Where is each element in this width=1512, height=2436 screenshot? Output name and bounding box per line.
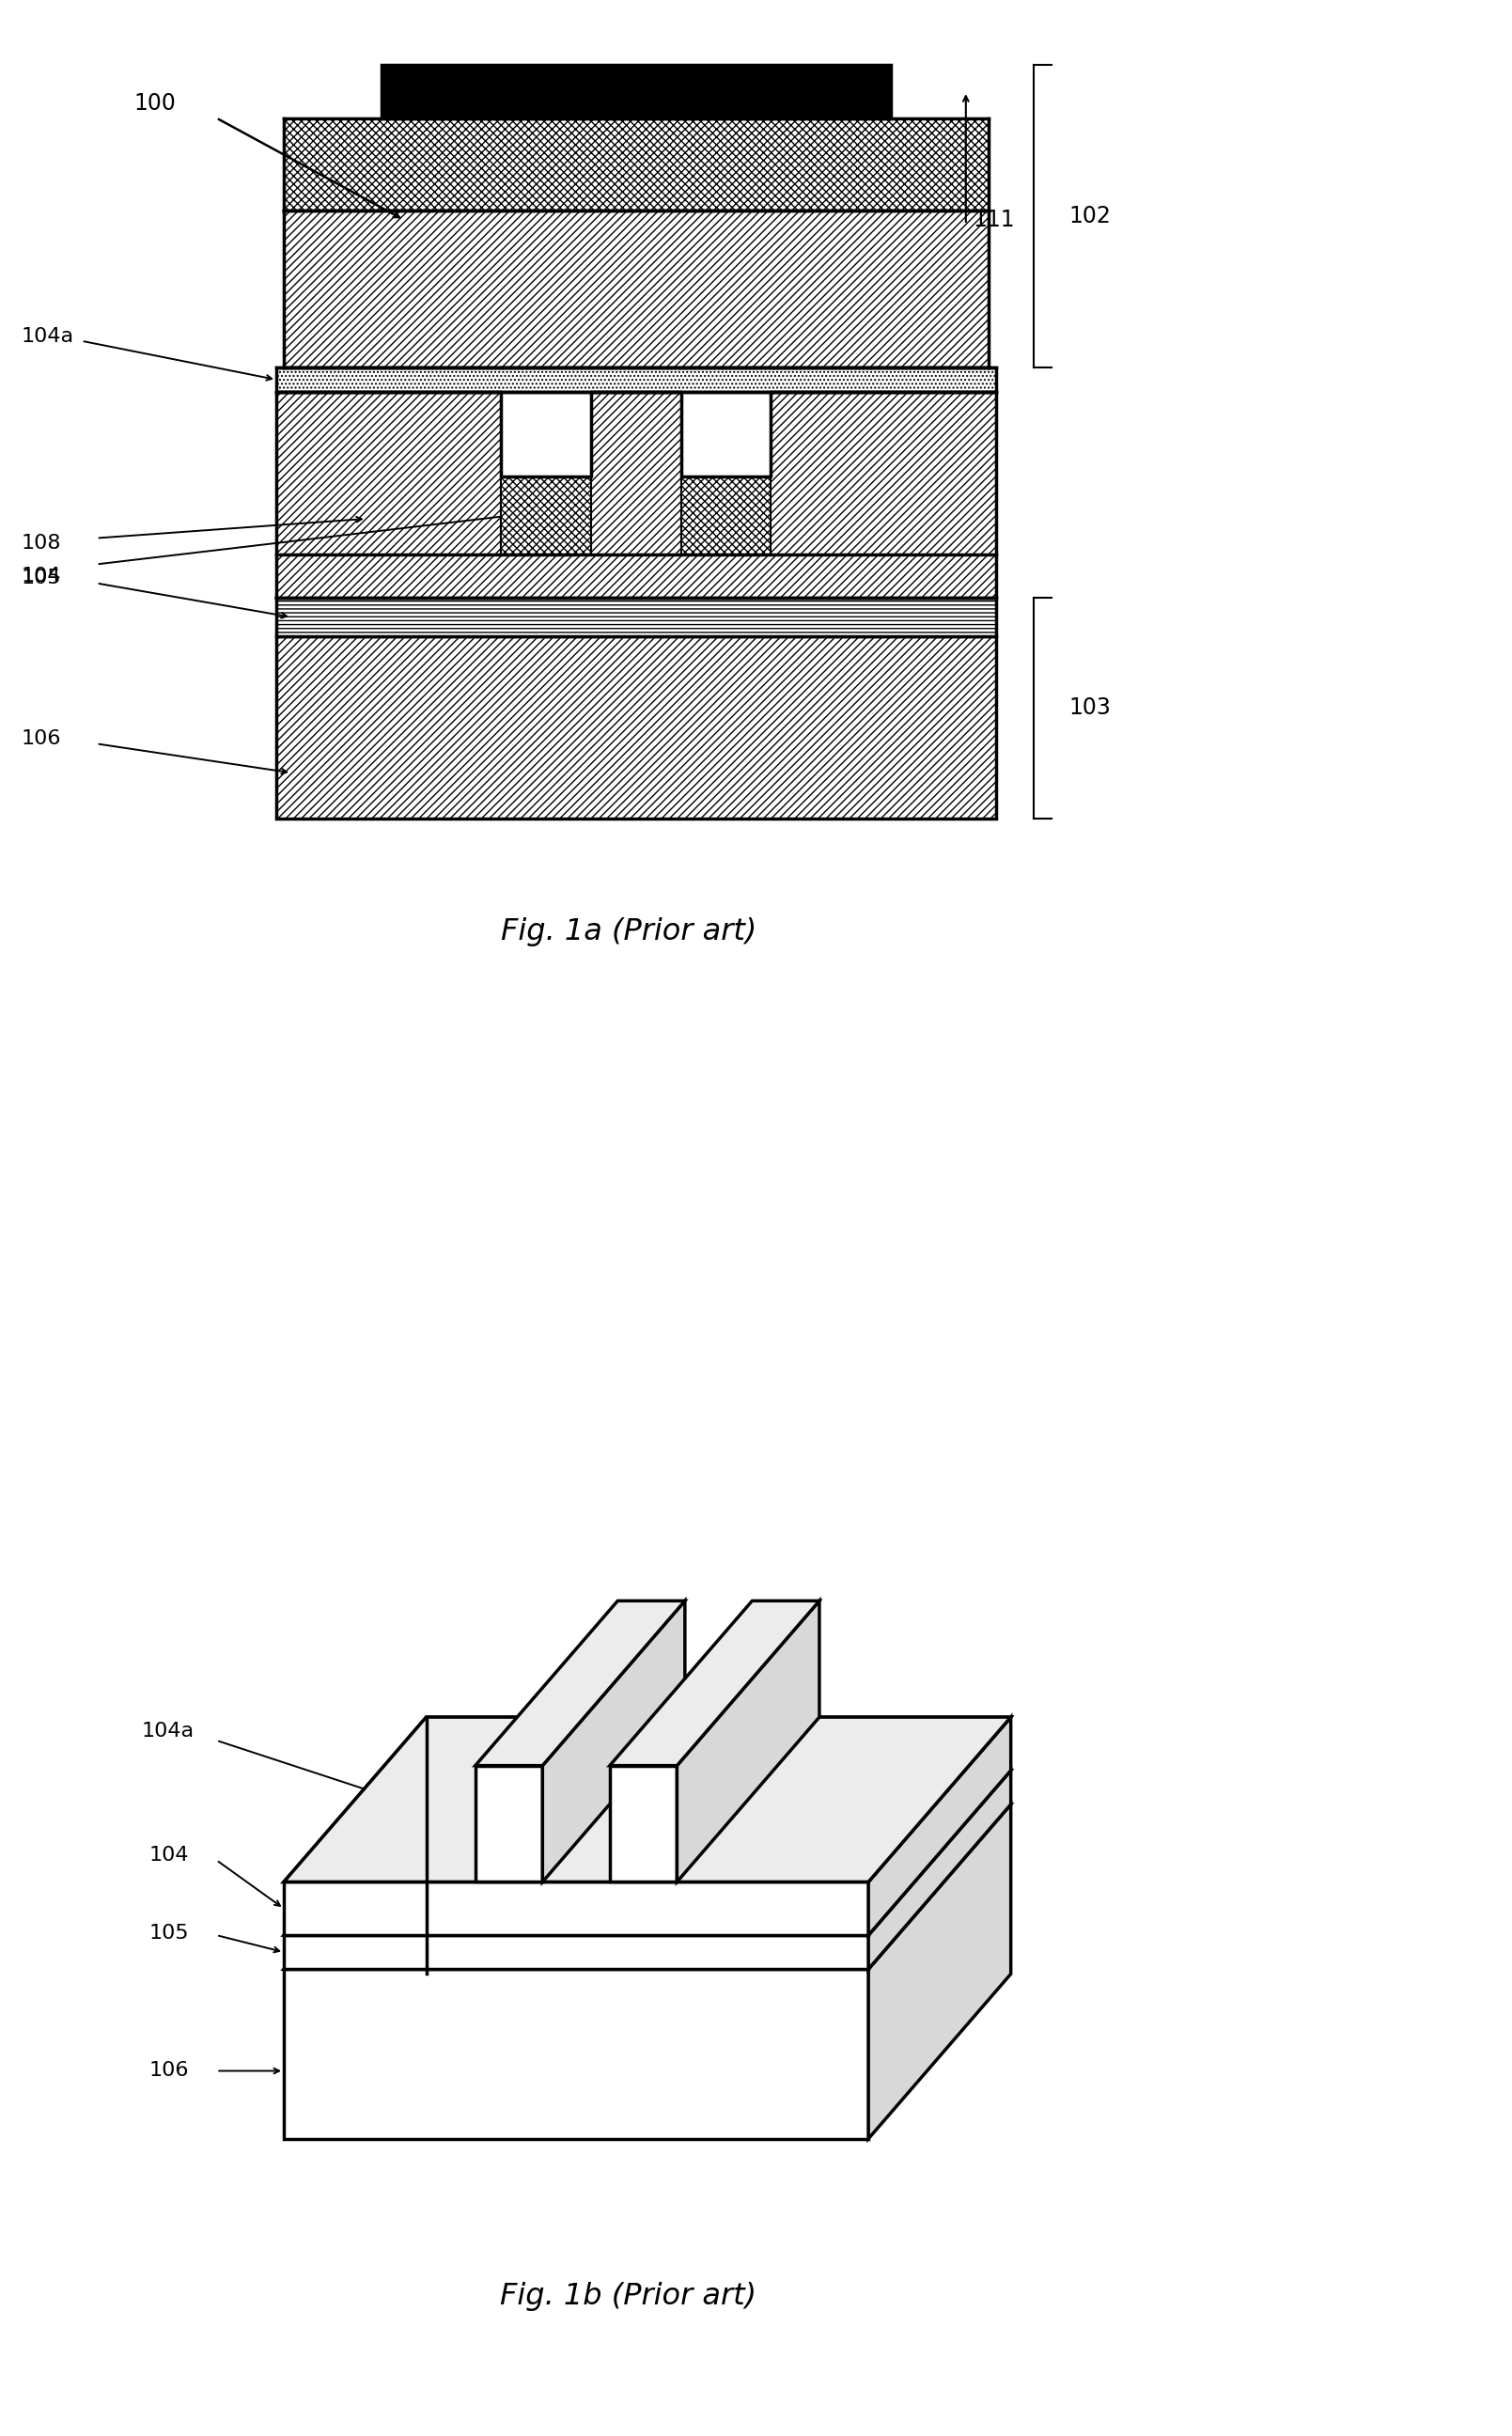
Polygon shape bbox=[868, 1717, 1012, 1934]
Bar bbox=[277, 597, 996, 636]
Bar bbox=[680, 477, 771, 553]
Text: Fig. 1a (Prior art): Fig. 1a (Prior art) bbox=[500, 918, 756, 948]
Text: 111: 111 bbox=[974, 209, 1015, 231]
Bar bbox=[277, 392, 500, 553]
Text: 102: 102 bbox=[1069, 205, 1111, 227]
Polygon shape bbox=[543, 1600, 685, 1883]
Polygon shape bbox=[284, 1717, 1012, 1883]
Polygon shape bbox=[609, 1600, 820, 1766]
Bar bbox=[277, 368, 996, 392]
Text: 100: 100 bbox=[135, 93, 175, 114]
Polygon shape bbox=[677, 1600, 820, 1883]
Bar bbox=[500, 477, 591, 553]
Polygon shape bbox=[284, 1717, 1012, 1883]
Bar bbox=[591, 392, 680, 553]
Bar bbox=[771, 392, 996, 553]
Polygon shape bbox=[475, 1600, 685, 1766]
Bar bbox=[284, 117, 989, 209]
Text: 105: 105 bbox=[148, 1924, 189, 1941]
Text: 103: 103 bbox=[1069, 697, 1111, 719]
Text: 104a: 104a bbox=[21, 326, 74, 346]
Text: 106: 106 bbox=[148, 2061, 189, 2080]
Polygon shape bbox=[284, 1968, 868, 2139]
Text: 104: 104 bbox=[21, 568, 62, 585]
Text: 105: 105 bbox=[21, 570, 62, 587]
Bar bbox=[277, 636, 996, 818]
Polygon shape bbox=[609, 1766, 677, 1883]
Bar bbox=[284, 209, 989, 368]
Text: 108: 108 bbox=[21, 533, 62, 553]
Text: Fig. 1b (Prior art): Fig. 1b (Prior art) bbox=[500, 2283, 758, 2312]
Text: 104a: 104a bbox=[142, 1722, 194, 1739]
Polygon shape bbox=[284, 1771, 1012, 1934]
Text: 104: 104 bbox=[148, 1846, 189, 1864]
Polygon shape bbox=[284, 1883, 868, 1934]
Polygon shape bbox=[868, 1805, 1012, 2139]
Polygon shape bbox=[284, 1805, 1012, 1968]
Polygon shape bbox=[475, 1766, 543, 1883]
Polygon shape bbox=[868, 1771, 1012, 1968]
Text: 106: 106 bbox=[21, 728, 62, 748]
Bar bbox=[277, 553, 996, 597]
Bar bbox=[381, 66, 891, 117]
Polygon shape bbox=[284, 1934, 868, 1968]
